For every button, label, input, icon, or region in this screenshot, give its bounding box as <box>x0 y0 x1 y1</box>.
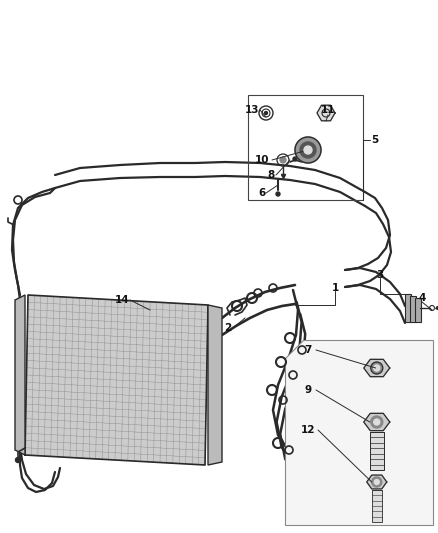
Polygon shape <box>364 413 390 431</box>
Text: 9: 9 <box>304 385 311 395</box>
Bar <box>415 298 421 322</box>
Bar <box>248 95 363 200</box>
Text: 7: 7 <box>304 345 312 355</box>
Circle shape <box>15 457 21 463</box>
Circle shape <box>265 111 268 115</box>
Text: 11: 11 <box>321 105 335 115</box>
Circle shape <box>374 480 379 484</box>
Text: 3: 3 <box>376 270 384 280</box>
Circle shape <box>371 416 383 428</box>
Text: 1: 1 <box>332 283 339 293</box>
Circle shape <box>372 477 382 487</box>
Polygon shape <box>25 295 208 465</box>
Polygon shape <box>285 340 433 525</box>
Circle shape <box>437 306 438 310</box>
Text: 12: 12 <box>301 425 315 435</box>
Text: 5: 5 <box>371 135 378 145</box>
Circle shape <box>374 365 380 371</box>
Text: 10: 10 <box>255 155 269 165</box>
Text: 6: 6 <box>258 188 265 198</box>
Text: 13: 13 <box>245 105 259 115</box>
Circle shape <box>295 137 321 163</box>
Bar <box>405 294 411 322</box>
Polygon shape <box>364 359 390 377</box>
Circle shape <box>304 146 312 154</box>
Text: 14: 14 <box>115 295 129 305</box>
Circle shape <box>276 192 280 196</box>
Text: 4: 4 <box>418 293 426 303</box>
Circle shape <box>374 419 380 425</box>
Text: 2: 2 <box>224 323 232 333</box>
Bar <box>370 432 384 470</box>
Polygon shape <box>317 105 335 121</box>
Circle shape <box>293 157 297 161</box>
Circle shape <box>371 362 383 374</box>
Circle shape <box>280 157 286 163</box>
Polygon shape <box>367 475 387 489</box>
Circle shape <box>300 142 316 158</box>
Bar <box>372 490 382 522</box>
Polygon shape <box>15 295 25 455</box>
Text: 8: 8 <box>267 170 275 180</box>
Polygon shape <box>208 305 222 465</box>
Bar <box>410 296 416 322</box>
